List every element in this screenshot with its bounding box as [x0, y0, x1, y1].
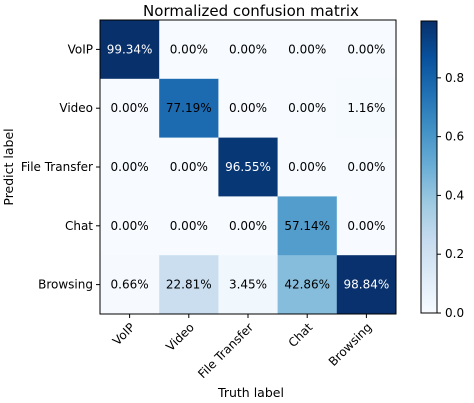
- chart-title: Normalized confusion matrix: [143, 2, 359, 20]
- colorbar-tick-label: 0.2: [445, 247, 464, 261]
- heatmap-cell-label: 0.00%: [347, 219, 385, 233]
- heatmap-cell-label: 0.00%: [111, 219, 149, 233]
- heatmap-cell-label: 0.00%: [229, 42, 267, 56]
- heatmap-cell-label: 98.84%: [344, 278, 390, 292]
- heatmap-cell-label: 22.81%: [166, 278, 212, 292]
- heatmap-cell: [218, 20, 279, 80]
- colorbar-tick-label: 0.8: [445, 71, 464, 85]
- heatmap-cell-label: 42.86%: [284, 278, 330, 292]
- heatmap-cell-label: 0.00%: [288, 42, 326, 56]
- heatmap-cell-label: 0.00%: [347, 160, 385, 174]
- x-axis-label: Truth label: [217, 385, 284, 400]
- heatmap-cell-label: 1.16%: [347, 101, 385, 115]
- heatmap-cell-label: 0.00%: [170, 42, 208, 56]
- heatmap-cell: [100, 78, 160, 139]
- x-tick-label: File Transfer: [195, 320, 256, 381]
- heatmap-cell-labels: 99.34% 0.00% 0.00% 0.00% 0.00% 0.00% 77.19% 0.0…: [107, 42, 390, 291]
- heatmap-cell-label: 3.45%: [229, 278, 267, 292]
- heatmap-cell: [336, 196, 397, 256]
- heatmap-cell: [336, 20, 397, 80]
- y-tick-label: File Transfer: [21, 160, 93, 174]
- colorbar-tick-label: 0.6: [445, 130, 464, 144]
- heatmap-cell: [100, 20, 160, 80]
- y-tick-label: Chat: [65, 219, 93, 233]
- heatmap-cell: [218, 78, 279, 139]
- x-tick-label: Browsing: [326, 320, 375, 369]
- heatmap-cell: [277, 137, 338, 197]
- y-axis-ticks: VoIP Video File Transfer Chat Browsing: [21, 42, 100, 292]
- heatmap-cell: [336, 137, 397, 197]
- heatmap-cell-label: 0.00%: [170, 160, 208, 174]
- heatmap-cell-label: 0.00%: [111, 101, 149, 115]
- heatmap-cell: [159, 255, 219, 315]
- heatmap-cell-label: 0.00%: [288, 101, 326, 115]
- heatmap-cell-label: 0.00%: [347, 42, 385, 56]
- heatmap-cell-label: 99.34%: [107, 42, 153, 56]
- colorbar-ticks: 0.0 0.2 0.4 0.6 0.8: [437, 71, 464, 320]
- heatmap-cell: [159, 196, 219, 256]
- heatmap-cell: [100, 196, 160, 256]
- heatmap-cell-label: 0.00%: [111, 160, 149, 174]
- heatmap-cell: [159, 20, 219, 80]
- heatmap-cell-label: 57.14%: [284, 219, 330, 233]
- x-tick-label: Chat: [286, 320, 316, 350]
- heatmap-cells: [100, 20, 397, 315]
- y-tick-label: VoIP: [68, 42, 93, 56]
- colorbar: [420, 20, 438, 314]
- y-tick-label: Browsing: [38, 278, 93, 292]
- heatmap-cell: [218, 196, 279, 256]
- heatmap-cell: [100, 255, 160, 315]
- x-tick-label: Video: [163, 320, 197, 354]
- heatmap-cell: [336, 78, 397, 139]
- x-tick-label: VoIP: [110, 320, 138, 348]
- heatmap-cell: [100, 137, 160, 197]
- heatmap-cell-label: 0.00%: [229, 219, 267, 233]
- y-axis-label: Predict label: [1, 128, 16, 205]
- colorbar-tick-label: 0.4: [445, 188, 464, 202]
- heatmap-cell-label: 0.66%: [111, 278, 149, 292]
- heatmap-cell-label: 96.55%: [225, 160, 271, 174]
- heatmap-cell-label: 0.00%: [170, 219, 208, 233]
- heatmap-cell: [336, 255, 397, 315]
- heatmap-cell: [277, 255, 338, 315]
- heatmap-cell: [159, 137, 219, 197]
- heatmap-cell: [218, 137, 279, 197]
- colorbar-tick-label: 0.0: [445, 306, 464, 320]
- heatmap-cell-label: 0.00%: [229, 101, 267, 115]
- heatmap-cell-label: 0.00%: [288, 160, 326, 174]
- heatmap-cell: [277, 196, 338, 256]
- heatmap-cell-label: 77.19%: [166, 101, 212, 115]
- heatmap-cell: [218, 255, 279, 315]
- heatmap-cell: [277, 78, 338, 139]
- heatmap-cell: [159, 78, 219, 139]
- y-tick-label: Video: [59, 101, 93, 115]
- heatmap-cell: [277, 20, 338, 80]
